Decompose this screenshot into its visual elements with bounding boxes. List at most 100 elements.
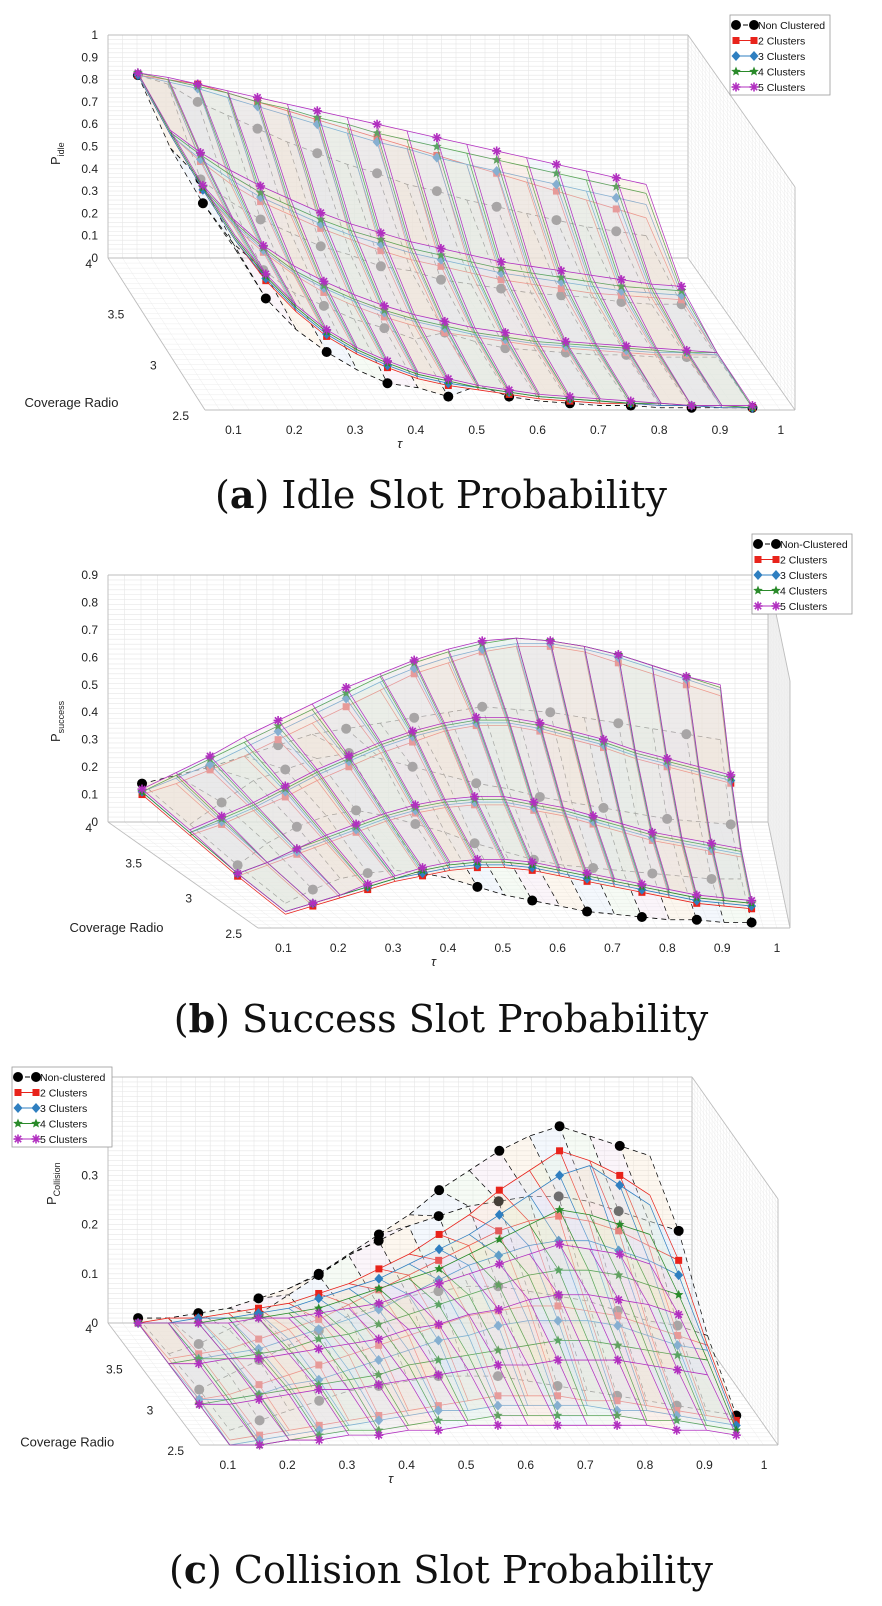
grid-line	[767, 683, 791, 790]
marker-asterisk-stroke	[315, 1436, 323, 1444]
grid-line	[140, 821, 285, 929]
marker-square	[614, 1312, 622, 1320]
x-tick-label: 0.1	[219, 1458, 236, 1472]
marker-asterisk	[255, 1440, 265, 1450]
surface-patch	[197, 84, 261, 187]
surface-patch	[198, 1318, 259, 1359]
surface-patch	[293, 270, 358, 350]
marker-circle	[614, 1140, 625, 1151]
series-line	[496, 170, 601, 402]
marker-circle	[551, 215, 562, 226]
marker-asterisk	[254, 1354, 264, 1364]
surface-patch	[563, 807, 615, 879]
marker-star	[551, 168, 562, 178]
marker-asterisk-stroke	[418, 863, 427, 872]
surface-patch	[312, 693, 381, 759]
surface-patch	[414, 662, 477, 732]
grid-line	[687, 190, 796, 344]
surface-patch	[593, 815, 642, 885]
grid-line	[687, 186, 796, 339]
grid-line	[195, 1322, 287, 1446]
surface-patch	[528, 1360, 588, 1426]
surface-patch	[408, 1280, 469, 1341]
surface-patch	[287, 110, 351, 240]
grid-line	[767, 807, 791, 914]
legend-entry: 2 Clusters	[40, 1088, 87, 1100]
surface-patch	[559, 1244, 619, 1300]
series-line	[413, 659, 506, 860]
surface-patch	[199, 1374, 260, 1431]
surface-patch	[296, 843, 368, 898]
surface-patch	[168, 1358, 230, 1405]
surface-patch	[312, 687, 381, 756]
surface-patch	[648, 1284, 708, 1361]
series-line	[243, 747, 368, 888]
marker-asterisk	[527, 857, 537, 867]
series-line	[175, 783, 314, 907]
grid-line	[180, 257, 279, 411]
surface-patch	[498, 1305, 558, 1396]
marker-diamond	[374, 1355, 384, 1366]
grid-line	[272, 821, 392, 929]
grid-line	[454, 821, 538, 929]
series-line	[549, 643, 615, 885]
grid-line	[767, 723, 791, 830]
marker-asterisk	[233, 868, 243, 878]
surface-patch	[290, 206, 355, 300]
marker-asterisk-stroke	[732, 83, 740, 91]
grid-line	[691, 1239, 779, 1362]
marker-asterisk	[747, 896, 757, 906]
marker-square	[754, 556, 762, 563]
surface-patch	[468, 1309, 529, 1365]
series-line	[348, 1307, 439, 1431]
marker-asterisk-stroke	[693, 891, 701, 899]
marker-asterisk	[556, 266, 566, 276]
marker-star	[615, 1219, 625, 1229]
surface-patch	[378, 1296, 439, 1382]
surface-patch	[348, 1339, 409, 1385]
surface-patch	[516, 709, 572, 803]
marker-asterisk	[582, 868, 592, 878]
series-line	[318, 1293, 409, 1411]
grid-line	[691, 1308, 779, 1431]
surface-patch	[377, 173, 442, 280]
marker-asterisk-stroke	[374, 1335, 383, 1343]
surface-patch	[290, 232, 355, 320]
series-line	[447, 662, 533, 871]
marker-asterisk-stroke	[616, 1250, 624, 1258]
surface-patch	[198, 1358, 260, 1400]
surface-patch	[317, 124, 381, 244]
marker-circle	[673, 1225, 684, 1236]
surface-patch	[651, 304, 717, 358]
series-line	[170, 129, 682, 287]
surface-patch	[244, 731, 318, 792]
z-tick-label: 0.9	[81, 50, 98, 64]
marker-asterisk	[374, 1430, 384, 1440]
marker-asterisk-stroke	[495, 1260, 504, 1268]
series-line	[589, 1135, 678, 1406]
surface-patch	[412, 725, 475, 803]
series-line	[406, 130, 510, 391]
marker-asterisk	[252, 92, 262, 102]
grid-line	[687, 43, 796, 197]
surface-patch	[571, 739, 623, 833]
series-line	[526, 182, 632, 404]
x-tick-label: 0.2	[279, 1458, 296, 1472]
series-line	[617, 654, 670, 890]
surface-patch	[259, 1374, 320, 1431]
surface-patch	[656, 352, 723, 408]
surface-patch	[384, 310, 449, 382]
surface-patch	[408, 1374, 469, 1431]
surface-patch	[285, 769, 357, 836]
series-line	[348, 1283, 439, 1406]
surface-patch	[618, 1211, 678, 1326]
marker-circle	[373, 1235, 384, 1246]
surface-patch	[587, 1360, 647, 1426]
surface-patch	[267, 854, 341, 907]
marker-star	[31, 1118, 41, 1128]
legend-entry: 2 Clusters	[780, 555, 827, 567]
grid-line	[767, 812, 791, 919]
surface-patch	[621, 279, 687, 351]
surface-patch	[539, 796, 594, 868]
series-line	[209, 764, 341, 896]
